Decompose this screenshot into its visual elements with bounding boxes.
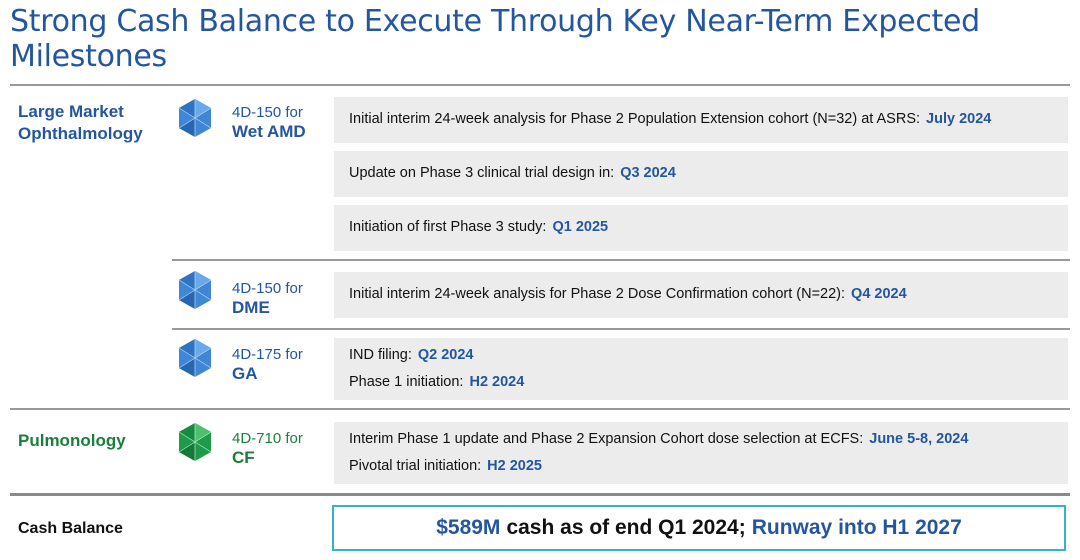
milestone-text: Initial interim 24-week analysis for Pha… [349,111,921,127]
milestone-text: Initial interim 24-week analysis for Pha… [349,286,846,302]
milestone-date: Q4 2024 [851,286,907,302]
program-code: 4D-175 for [232,346,303,363]
cash-divider [10,493,1070,496]
cash-as-of: cash as of end Q1 2024; [506,516,746,539]
area-label-ophthalmology: Large Market Ophthalmology [18,101,143,145]
program-indication: DME [232,298,270,317]
cash-balance-label: Cash Balance [18,520,123,537]
hexagon-molecule-icon [177,422,213,462]
hexagon-molecule-icon [177,98,213,138]
milestone-date: Q1 2025 [552,219,609,235]
program-wet-amd: 4D-150 for Wet AMD [232,104,332,142]
milestone-text: Pivotal trial initiation: [349,458,482,474]
milestone-line: Phase 1 initiation: H2 2024 [349,374,524,390]
milestone-box: IND filing: Q2 2024 Phase 1 initiation: H2… [334,338,1068,400]
milestone-date: June 5-8, 2024 [869,431,969,447]
milestone-line: Update on Phase 3 clinical trial design … [349,165,676,181]
milestone-line: Initial interim 24-week analysis for Pha… [349,111,991,127]
title-divider [10,84,1070,86]
milestone-text: Interim Phase 1 update and Phase 2 Expan… [349,431,864,447]
cash-balance-box: $589M cash as of end Q1 2024; Runway into … [332,505,1066,551]
program-divider [172,259,1070,261]
area-label-pulmonology: Pulmonology [18,431,126,450]
milestone-box: Initiation of first Phase 3 study: Q1 202… [334,205,1068,251]
cash-amount: $589M [436,516,501,539]
cash-runway: Runway into H1 2027 [751,516,962,539]
hexagon-molecule-icon [177,338,213,378]
program-dme: 4D-150 for DME [232,280,332,318]
program-ga: 4D-175 for GA [232,346,332,384]
program-code: 4D-150 for [232,104,303,121]
milestone-text: Phase 1 initiation: [349,374,464,390]
milestone-box: Interim Phase 1 update and Phase 2 Expan… [334,422,1068,484]
milestone-text: IND filing: [349,347,412,363]
program-divider [172,328,1070,330]
milestone-box: Update on Phase 3 clinical trial design … [334,151,1068,197]
hexagon-molecule-icon [177,270,213,310]
milestone-box: Initial interim 24-week analysis for Pha… [334,97,1068,143]
milestone-line: Initial interim 24-week analysis for Pha… [349,286,907,302]
milestone-line: Initiation of first Phase 3 study: Q1 202… [349,219,608,235]
milestone-text: Initiation of first Phase 3 study: [349,219,547,235]
milestone-date: July 2024 [926,111,992,127]
milestone-date: Q3 2024 [620,165,676,181]
page-title: Strong Cash Balance to Execute Through K… [10,4,980,74]
milestone-date: H2 2025 [487,458,542,474]
program-code: 4D-710 for [232,430,303,447]
milestone-date: H2 2024 [469,374,525,390]
milestone-text: Update on Phase 3 clinical trial design … [349,165,615,181]
milestone-line: Interim Phase 1 update and Phase 2 Expan… [349,431,968,447]
program-indication: Wet AMD [232,122,306,141]
area-divider [10,408,1070,410]
program-indication: CF [232,448,255,467]
milestone-box: Initial interim 24-week analysis for Pha… [334,272,1068,318]
program-code: 4D-150 for [232,280,303,297]
program-indication: GA [232,364,258,383]
program-cf: 4D-710 for CF [232,430,332,468]
milestone-line: IND filing: Q2 2024 [349,347,474,363]
area-label-line1: Large Market [18,102,124,121]
milestone-date: Q2 2024 [417,347,474,363]
milestone-line: Pivotal trial initiation: H2 2025 [349,458,542,474]
area-label-line2: Ophthalmology [18,124,143,143]
